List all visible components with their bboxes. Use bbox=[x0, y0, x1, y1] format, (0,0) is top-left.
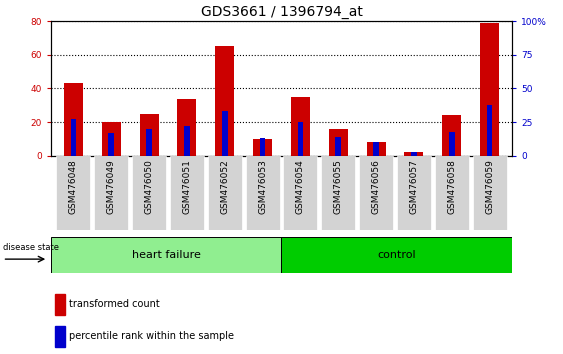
Text: control: control bbox=[378, 250, 416, 260]
FancyBboxPatch shape bbox=[397, 156, 431, 230]
Bar bbox=[177, 98, 196, 156]
Bar bbox=[146, 129, 152, 156]
FancyBboxPatch shape bbox=[208, 156, 242, 230]
FancyBboxPatch shape bbox=[359, 156, 393, 230]
Text: GSM476056: GSM476056 bbox=[372, 160, 381, 215]
Bar bbox=[55, 326, 65, 347]
Title: GDS3661 / 1396794_at: GDS3661 / 1396794_at bbox=[200, 5, 363, 19]
Bar bbox=[64, 84, 83, 156]
Text: GSM476054: GSM476054 bbox=[296, 160, 305, 214]
Text: GSM476058: GSM476058 bbox=[447, 160, 456, 215]
Text: heart failure: heart failure bbox=[132, 250, 200, 260]
Bar bbox=[70, 119, 76, 156]
Bar bbox=[184, 126, 190, 156]
Text: GSM476051: GSM476051 bbox=[182, 160, 191, 215]
Bar bbox=[291, 97, 310, 156]
FancyBboxPatch shape bbox=[321, 156, 355, 230]
Bar bbox=[51, 237, 282, 273]
Text: GSM476059: GSM476059 bbox=[485, 160, 494, 215]
Bar bbox=[260, 138, 265, 156]
Text: GSM476050: GSM476050 bbox=[145, 160, 154, 215]
Bar bbox=[336, 137, 341, 156]
FancyBboxPatch shape bbox=[170, 156, 204, 230]
Bar bbox=[329, 129, 348, 156]
Bar bbox=[298, 122, 303, 156]
FancyBboxPatch shape bbox=[94, 156, 128, 230]
FancyBboxPatch shape bbox=[245, 156, 280, 230]
FancyBboxPatch shape bbox=[472, 156, 507, 230]
Bar bbox=[222, 112, 227, 156]
Text: percentile rank within the sample: percentile rank within the sample bbox=[69, 331, 234, 341]
Text: transformed count: transformed count bbox=[69, 299, 160, 309]
FancyBboxPatch shape bbox=[132, 156, 166, 230]
Bar bbox=[215, 46, 234, 156]
Text: disease state: disease state bbox=[3, 242, 59, 252]
FancyBboxPatch shape bbox=[435, 156, 469, 230]
Bar bbox=[102, 122, 120, 156]
Text: GSM476052: GSM476052 bbox=[220, 160, 229, 214]
Bar bbox=[404, 152, 423, 156]
Text: GSM476053: GSM476053 bbox=[258, 160, 267, 215]
Bar bbox=[449, 132, 454, 156]
Bar bbox=[108, 133, 114, 156]
Bar bbox=[411, 152, 417, 156]
Bar bbox=[443, 115, 461, 156]
Bar bbox=[373, 142, 379, 156]
Bar bbox=[367, 142, 386, 156]
Bar bbox=[140, 114, 159, 156]
Bar bbox=[487, 105, 493, 156]
Bar bbox=[282, 237, 512, 273]
Bar bbox=[253, 139, 272, 156]
Text: GSM476055: GSM476055 bbox=[334, 160, 343, 215]
Bar bbox=[55, 294, 65, 315]
FancyBboxPatch shape bbox=[56, 156, 91, 230]
Bar bbox=[480, 23, 499, 156]
Text: GSM476048: GSM476048 bbox=[69, 160, 78, 214]
Text: GSM476057: GSM476057 bbox=[409, 160, 418, 215]
Text: GSM476049: GSM476049 bbox=[107, 160, 116, 214]
FancyBboxPatch shape bbox=[283, 156, 318, 230]
